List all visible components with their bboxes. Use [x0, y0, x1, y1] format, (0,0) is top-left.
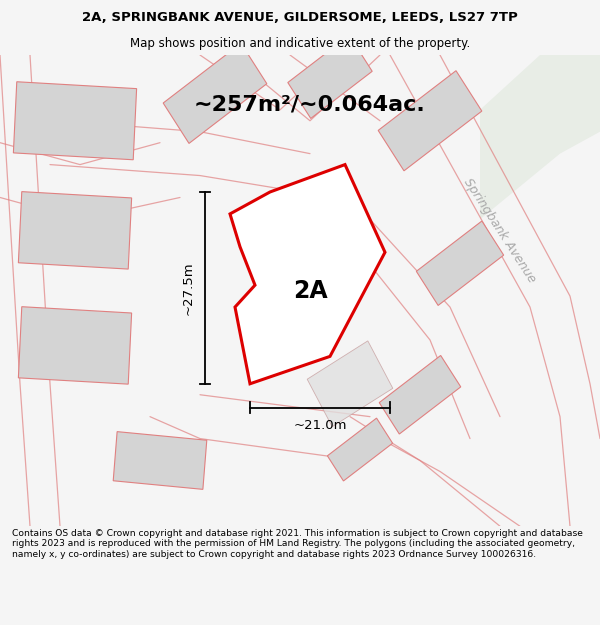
- Text: 2A, SPRINGBANK AVENUE, GILDERSOME, LEEDS, LS27 7TP: 2A, SPRINGBANK AVENUE, GILDERSOME, LEEDS…: [82, 11, 518, 24]
- Text: ~257m²/~0.064ac.: ~257m²/~0.064ac.: [194, 94, 426, 114]
- Text: Map shows position and indicative extent of the property.: Map shows position and indicative extent…: [130, 38, 470, 51]
- Polygon shape: [288, 36, 372, 119]
- Polygon shape: [378, 71, 482, 171]
- Polygon shape: [416, 221, 503, 306]
- Polygon shape: [379, 356, 461, 434]
- Polygon shape: [163, 43, 267, 143]
- Polygon shape: [307, 341, 393, 427]
- Text: 2A: 2A: [293, 279, 328, 302]
- Polygon shape: [13, 82, 137, 160]
- Text: ~27.5m: ~27.5m: [182, 261, 195, 315]
- Polygon shape: [230, 164, 385, 384]
- Polygon shape: [19, 307, 131, 384]
- Polygon shape: [328, 418, 392, 481]
- Text: ~21.0m: ~21.0m: [293, 419, 347, 432]
- Polygon shape: [480, 55, 600, 219]
- Polygon shape: [19, 192, 131, 269]
- Polygon shape: [259, 239, 351, 332]
- Polygon shape: [113, 432, 207, 489]
- Text: Springbank Avenue: Springbank Avenue: [461, 176, 539, 285]
- Text: Contains OS data © Crown copyright and database right 2021. This information is : Contains OS data © Crown copyright and d…: [12, 529, 583, 559]
